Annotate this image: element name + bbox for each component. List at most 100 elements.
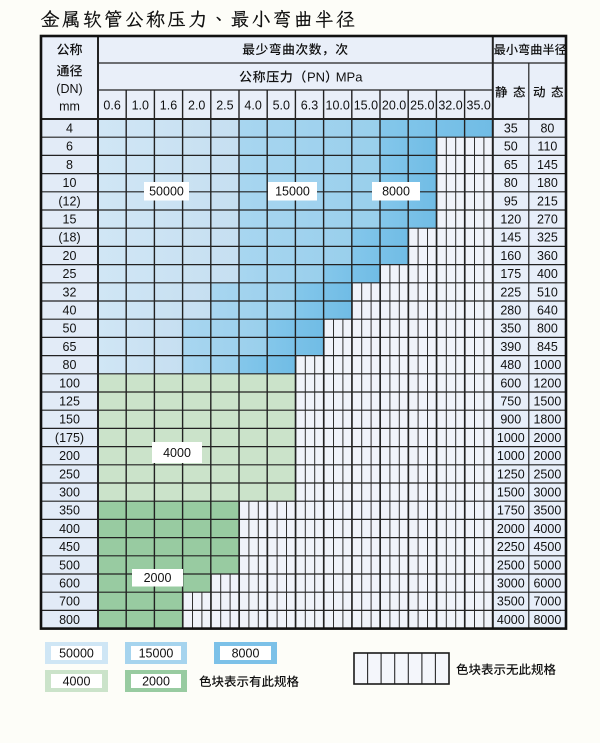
svg-text:225: 225 (500, 285, 521, 299)
svg-text:1.0: 1.0 (132, 99, 149, 113)
svg-text:1.6: 1.6 (160, 99, 177, 113)
svg-text:110: 110 (537, 140, 557, 154)
svg-text:1250: 1250 (497, 467, 525, 481)
svg-text:(12): (12) (58, 194, 80, 208)
svg-text:280: 280 (500, 304, 521, 318)
svg-text:25: 25 (63, 267, 77, 281)
svg-text:32.0: 32.0 (438, 99, 462, 113)
svg-text:5.0: 5.0 (273, 99, 290, 113)
svg-text:0.6: 0.6 (103, 99, 120, 113)
svg-text:7000: 7000 (533, 595, 561, 609)
svg-text:2.0: 2.0 (188, 99, 205, 113)
svg-text:2000: 2000 (144, 571, 172, 585)
svg-text:3000: 3000 (533, 486, 561, 500)
svg-text:35: 35 (504, 122, 518, 136)
svg-text:1000: 1000 (533, 358, 561, 372)
svg-text:4: 4 (66, 122, 73, 136)
svg-text:2000: 2000 (497, 522, 525, 536)
svg-text:8000: 8000 (382, 185, 410, 199)
svg-text:25.0: 25.0 (410, 99, 434, 113)
svg-text:400: 400 (59, 522, 80, 536)
svg-text:160: 160 (500, 249, 521, 263)
svg-text:2500: 2500 (533, 467, 561, 481)
svg-text:50: 50 (63, 322, 77, 336)
svg-text:4000: 4000 (497, 613, 525, 627)
svg-text:95: 95 (504, 194, 518, 208)
svg-text:2500: 2500 (497, 558, 525, 572)
svg-text:4000: 4000 (163, 446, 191, 460)
svg-text:150: 150 (59, 413, 80, 427)
svg-text:270: 270 (537, 213, 558, 227)
svg-text:2000: 2000 (142, 674, 170, 688)
svg-text:5000: 5000 (533, 558, 561, 572)
svg-text:640: 640 (537, 304, 558, 318)
svg-text:15.0: 15.0 (354, 99, 378, 113)
svg-text:6: 6 (66, 140, 73, 154)
svg-text:145: 145 (500, 231, 521, 245)
svg-text:120: 120 (500, 213, 521, 227)
svg-text:mm: mm (59, 100, 80, 114)
svg-text:180: 180 (537, 176, 558, 190)
svg-text:125: 125 (59, 395, 80, 409)
svg-text:800: 800 (537, 322, 558, 336)
svg-text:4000: 4000 (533, 522, 561, 536)
svg-text:4000: 4000 (63, 674, 91, 688)
svg-text:600: 600 (500, 376, 521, 390)
svg-text:800: 800 (59, 613, 80, 627)
svg-text:PN: PN (307, 70, 325, 85)
svg-text:8000: 8000 (533, 613, 561, 627)
svg-text:510: 510 (537, 285, 558, 299)
svg-text:400: 400 (537, 267, 558, 281)
svg-text:750: 750 (500, 395, 521, 409)
svg-text:10.0: 10.0 (326, 99, 350, 113)
svg-text:3500: 3500 (497, 595, 525, 609)
svg-text:500: 500 (59, 558, 80, 572)
svg-text:2000: 2000 (533, 449, 561, 463)
svg-text:215: 215 (537, 194, 558, 208)
svg-text:1800: 1800 (533, 413, 561, 427)
svg-text:390: 390 (500, 340, 521, 354)
svg-text:350: 350 (59, 504, 80, 518)
svg-text:80: 80 (540, 122, 554, 136)
svg-text:2.5: 2.5 (216, 99, 233, 113)
svg-text:845: 845 (537, 340, 558, 354)
svg-text:1750: 1750 (497, 504, 525, 518)
svg-text:6.3: 6.3 (301, 99, 318, 113)
svg-text:4500: 4500 (533, 540, 561, 554)
svg-text:8: 8 (66, 158, 73, 172)
svg-text:600: 600 (59, 577, 80, 591)
svg-text:1500: 1500 (533, 395, 561, 409)
svg-text:480: 480 (500, 358, 521, 372)
svg-text:325: 325 (537, 231, 558, 245)
svg-text:250: 250 (59, 467, 80, 481)
svg-text:8000: 8000 (232, 646, 260, 660)
svg-text:15000: 15000 (139, 646, 174, 660)
svg-text:360: 360 (537, 249, 558, 263)
svg-text:350: 350 (500, 322, 521, 336)
svg-text:32: 32 (63, 285, 77, 299)
svg-text:50: 50 (504, 140, 518, 154)
svg-text:1000: 1000 (497, 449, 525, 463)
svg-text:20: 20 (63, 249, 77, 263)
svg-text:900: 900 (500, 413, 521, 427)
svg-text:80: 80 (63, 358, 77, 372)
svg-text:175: 175 (500, 267, 521, 281)
svg-text:80: 80 (504, 176, 518, 190)
svg-text:3000: 3000 (497, 577, 525, 591)
svg-text:(18): (18) (58, 231, 80, 245)
svg-text:65: 65 (63, 340, 77, 354)
svg-text:1000: 1000 (497, 431, 525, 445)
svg-text:MPa: MPa (336, 70, 364, 85)
svg-text:100: 100 (59, 376, 80, 390)
svg-text:2250: 2250 (497, 540, 525, 554)
svg-text:4.0: 4.0 (244, 99, 261, 113)
svg-text:(DN): (DN) (56, 82, 82, 96)
svg-text:20.0: 20.0 (382, 99, 406, 113)
svg-text:1200: 1200 (533, 376, 561, 390)
svg-text:15000: 15000 (275, 185, 310, 199)
svg-text:700: 700 (59, 595, 80, 609)
svg-text:15: 15 (63, 213, 77, 227)
svg-text:2000: 2000 (533, 431, 561, 445)
svg-text:6000: 6000 (533, 577, 561, 591)
svg-text:145: 145 (537, 158, 558, 172)
